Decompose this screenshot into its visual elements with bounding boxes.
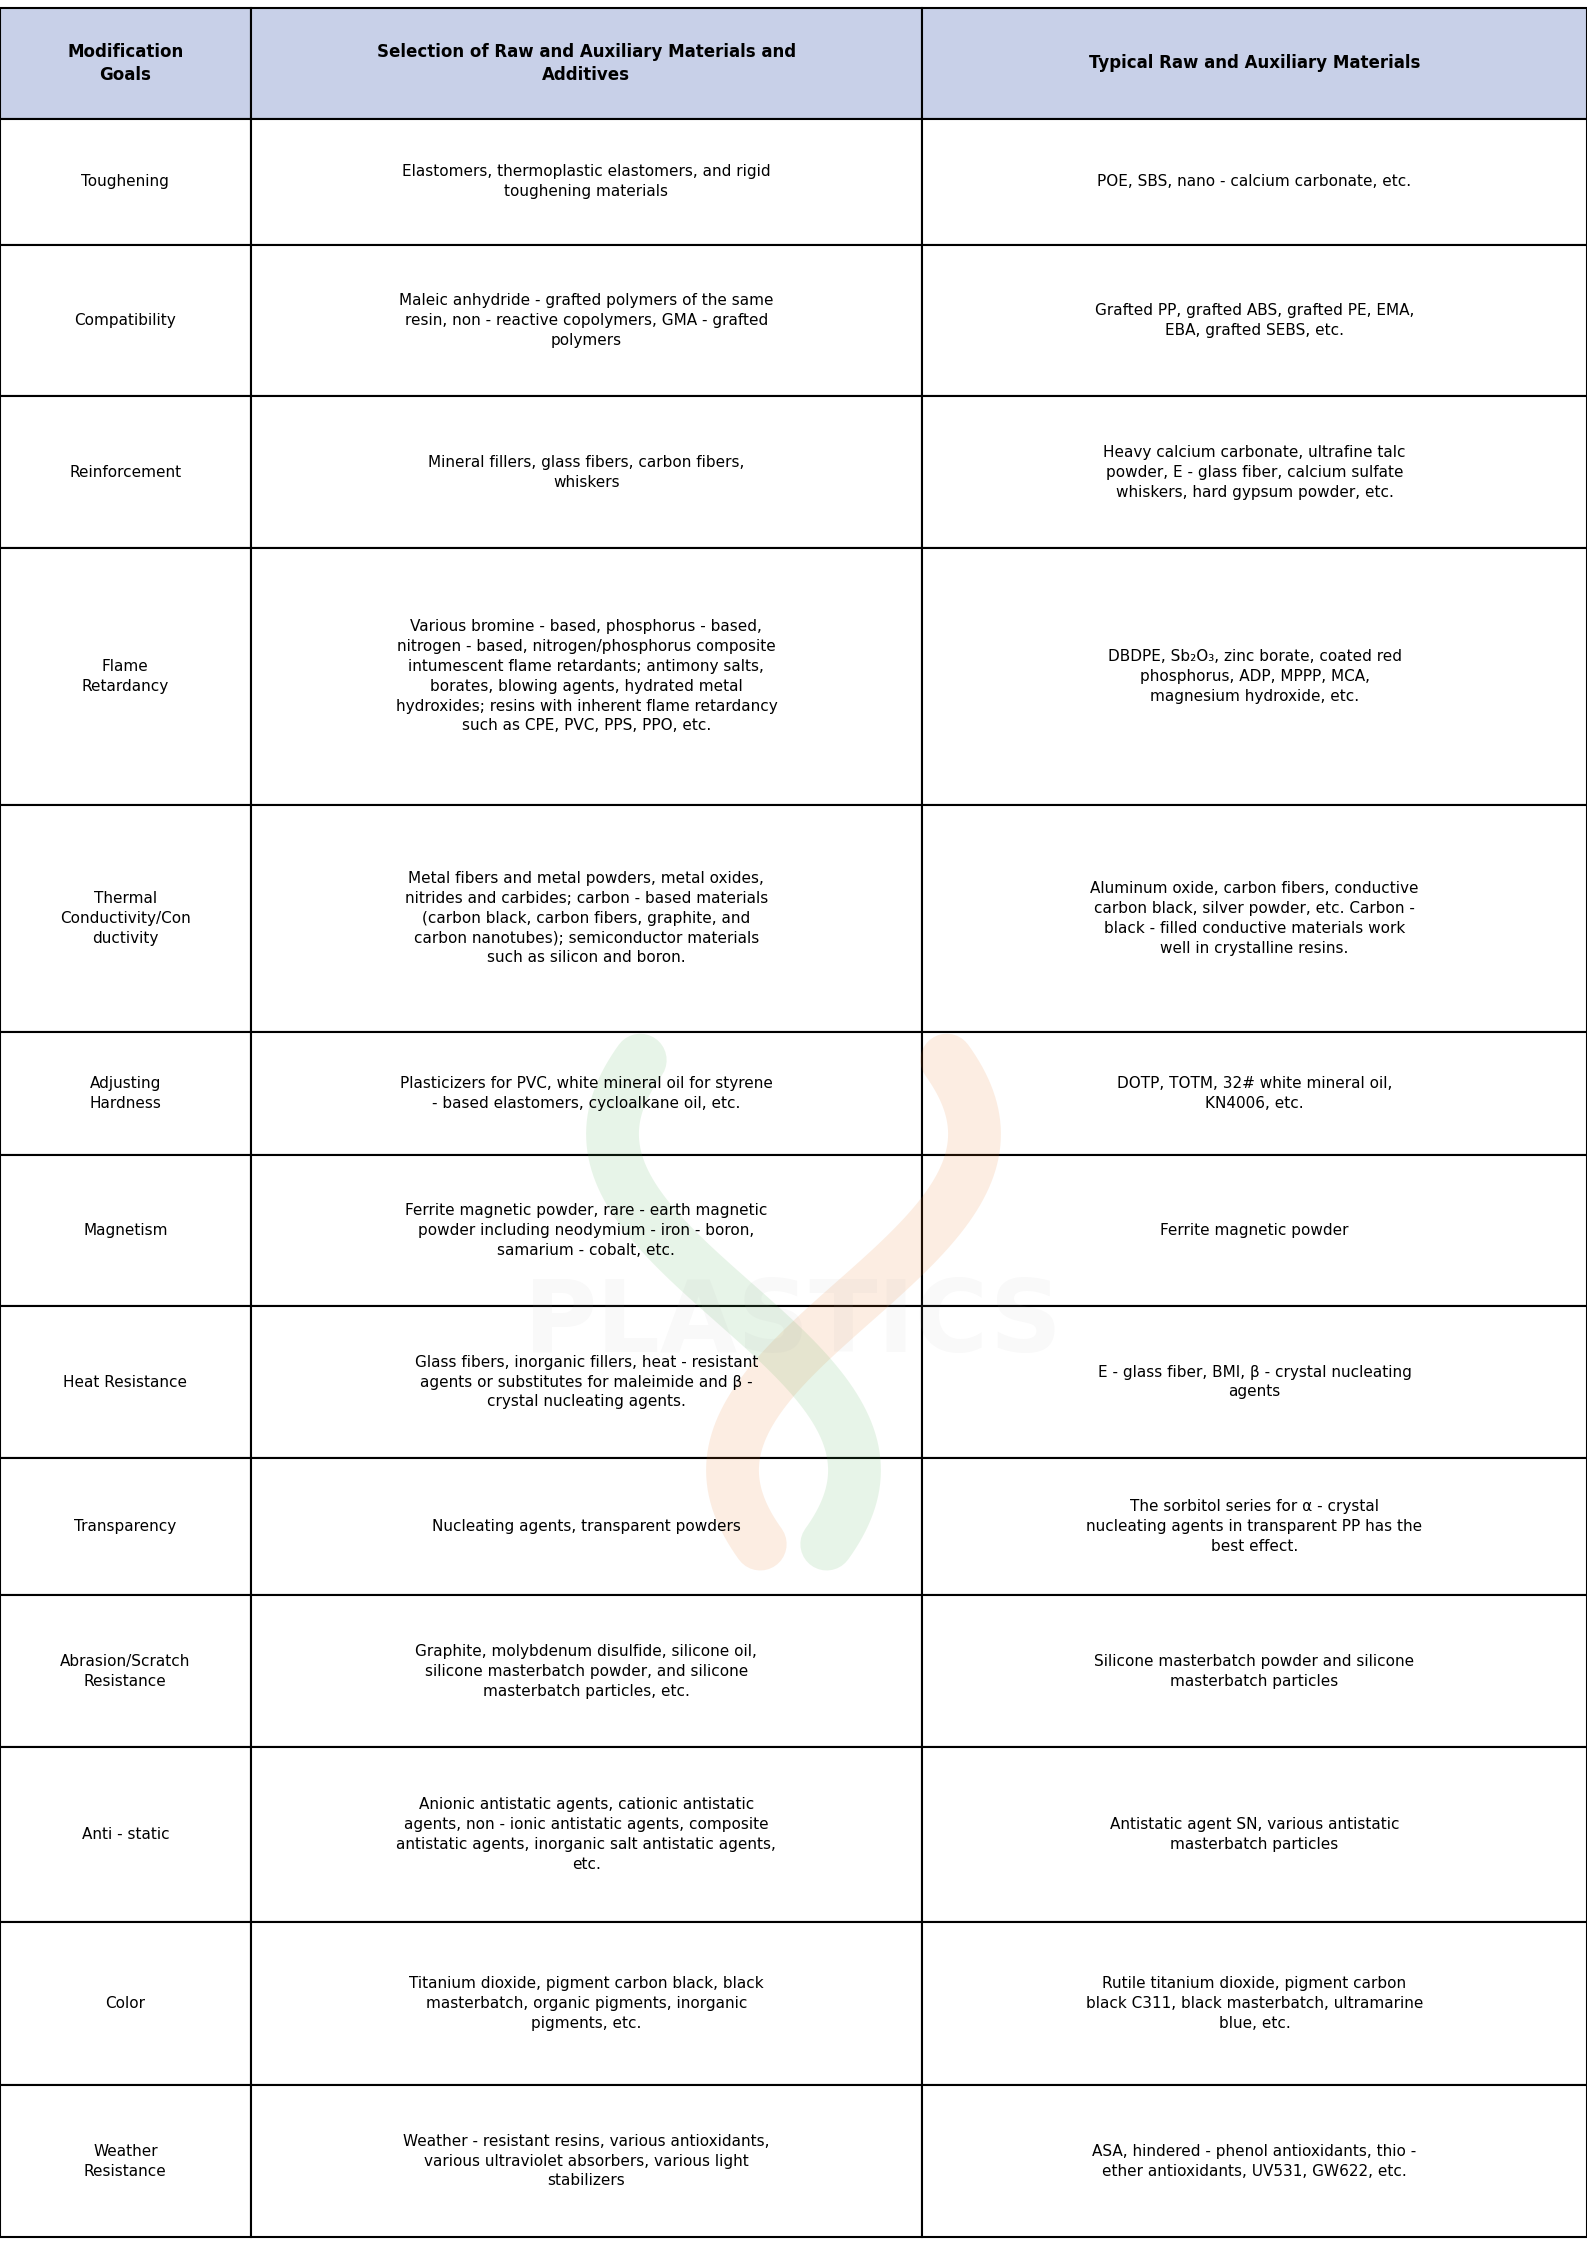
Bar: [251, 1747, 922, 1922]
Bar: [251, 9, 922, 119]
Text: Aluminum oxide, carbon fibers, conductive
carbon black, silver powder, etc. Carb: Aluminum oxide, carbon fibers, conductiv…: [1090, 882, 1419, 956]
Text: Graphite, molybdenum disulfide, silicone oil,
silicone masterbatch powder, and s: Graphite, molybdenum disulfide, silicone…: [416, 1643, 757, 1699]
Text: DBDPE, Sb₂O₃, zinc borate, coated red
phosphorus, ADP, MPPP, MCA,
magnesium hydr: DBDPE, Sb₂O₃, zinc borate, coated red ph…: [1108, 649, 1401, 703]
Bar: [251, 1922, 922, 2086]
Bar: [0, 245, 251, 397]
Text: Plasticizers for PVC, white mineral oil for styrene
- based elastomers, cycloalk: Plasticizers for PVC, white mineral oil …: [400, 1075, 773, 1111]
Text: Weather - resistant resins, various antioxidants,
various ultraviolet absorbers,: Weather - resistant resins, various anti…: [403, 2135, 770, 2189]
Text: Elastomers, thermoplastic elastomers, and rigid
toughening materials: Elastomers, thermoplastic elastomers, an…: [402, 164, 771, 200]
Bar: [251, 1033, 922, 1154]
Text: Modification
Goals: Modification Goals: [67, 43, 184, 85]
Bar: [922, 2086, 1587, 2236]
Text: Reinforcement: Reinforcement: [70, 465, 181, 480]
Text: Compatibility: Compatibility: [75, 312, 176, 328]
Bar: [251, 245, 922, 397]
Text: Mineral fillers, glass fibers, carbon fibers,
whiskers: Mineral fillers, glass fibers, carbon fi…: [428, 456, 744, 489]
Text: POE, SBS, nano - calcium carbonate, etc.: POE, SBS, nano - calcium carbonate, etc.: [1098, 175, 1411, 189]
Bar: [0, 1154, 251, 1307]
Bar: [0, 1922, 251, 2086]
Bar: [0, 548, 251, 804]
Text: Weather
Resistance: Weather Resistance: [84, 2144, 167, 2178]
Text: E - glass fiber, BMI, β - crystal nucleating
agents: E - glass fiber, BMI, β - crystal nuclea…: [1098, 1365, 1411, 1399]
Bar: [922, 119, 1587, 245]
Bar: [0, 2086, 251, 2236]
Text: DOTP, TOTM, 32# white mineral oil,
KN4006, etc.: DOTP, TOTM, 32# white mineral oil, KN400…: [1117, 1075, 1392, 1111]
Text: Selection of Raw and Auxiliary Materials and
Additives: Selection of Raw and Auxiliary Materials…: [376, 43, 797, 85]
Text: Anionic antistatic agents, cationic antistatic
agents, non - ionic antistatic ag: Anionic antistatic agents, cationic anti…: [397, 1798, 776, 1872]
Text: Ferrite magnetic powder, rare - earth magnetic
powder including neodymium - iron: Ferrite magnetic powder, rare - earth ma…: [405, 1203, 768, 1257]
Text: Anti - static: Anti - static: [81, 1827, 170, 1843]
Text: Titanium dioxide, pigment carbon black, black
masterbatch, organic pigments, ino: Titanium dioxide, pigment carbon black, …: [409, 1976, 763, 2032]
Bar: [251, 1154, 922, 1307]
Text: Typical Raw and Auxiliary Materials: Typical Raw and Auxiliary Materials: [1089, 54, 1420, 72]
Text: Heavy calcium carbonate, ultrafine talc
powder, E - glass fiber, calcium sulfate: Heavy calcium carbonate, ultrafine talc …: [1103, 445, 1406, 501]
Bar: [251, 1457, 922, 1596]
Bar: [922, 548, 1587, 804]
Bar: [922, 1033, 1587, 1154]
Bar: [251, 804, 922, 1033]
Bar: [0, 9, 251, 119]
Bar: [922, 1457, 1587, 1596]
Bar: [0, 1747, 251, 1922]
Bar: [0, 397, 251, 548]
Bar: [922, 1307, 1587, 1457]
Text: Abrasion/Scratch
Resistance: Abrasion/Scratch Resistance: [60, 1655, 190, 1688]
Text: The sorbitol series for α - crystal
nucleating agents in transparent PP has the
: The sorbitol series for α - crystal nucl…: [1087, 1500, 1422, 1554]
Text: Metal fibers and metal powders, metal oxides,
nitrides and carbides; carbon - ba: Metal fibers and metal powders, metal ox…: [405, 871, 768, 965]
Text: ASA, hindered - phenol antioxidants, thio -
ether antioxidants, UV531, GW622, et: ASA, hindered - phenol antioxidants, thi…: [1092, 2144, 1417, 2178]
Text: Toughening: Toughening: [81, 175, 170, 189]
Text: Flame
Retardancy: Flame Retardancy: [83, 660, 168, 694]
Text: Antistatic agent SN, various antistatic
masterbatch particles: Antistatic agent SN, various antistatic …: [1109, 1816, 1400, 1852]
Bar: [922, 804, 1587, 1033]
Bar: [251, 1596, 922, 1747]
Bar: [922, 1154, 1587, 1307]
Bar: [0, 1457, 251, 1596]
Bar: [251, 1307, 922, 1457]
Bar: [251, 119, 922, 245]
Text: Silicone masterbatch powder and silicone
masterbatch particles: Silicone masterbatch powder and silicone…: [1095, 1655, 1414, 1688]
Bar: [0, 1033, 251, 1154]
Text: Ferrite magnetic powder: Ferrite magnetic powder: [1160, 1224, 1349, 1237]
Text: Heat Resistance: Heat Resistance: [63, 1374, 187, 1390]
Bar: [922, 9, 1587, 119]
Text: Color: Color: [105, 1996, 146, 2012]
Bar: [251, 548, 922, 804]
Bar: [922, 1747, 1587, 1922]
Bar: [251, 2086, 922, 2236]
Text: Grafted PP, grafted ABS, grafted PE, EMA,
EBA, grafted SEBS, etc.: Grafted PP, grafted ABS, grafted PE, EMA…: [1095, 303, 1414, 339]
Text: Various bromine - based, phosphorus - based,
nitrogen - based, nitrogen/phosphor: Various bromine - based, phosphorus - ba…: [395, 620, 778, 734]
Bar: [0, 1307, 251, 1457]
Text: PLASTICS: PLASTICS: [524, 1275, 1063, 1372]
Bar: [0, 1596, 251, 1747]
Bar: [922, 1922, 1587, 2086]
Bar: [922, 397, 1587, 548]
Text: Rutile titanium dioxide, pigment carbon
black C311, black masterbatch, ultramari: Rutile titanium dioxide, pigment carbon …: [1086, 1976, 1424, 2032]
Bar: [0, 119, 251, 245]
Text: Magnetism: Magnetism: [83, 1224, 168, 1237]
Text: Glass fibers, inorganic fillers, heat - resistant
agents or substitutes for male: Glass fibers, inorganic fillers, heat - …: [414, 1354, 759, 1410]
Text: Maleic anhydride - grafted polymers of the same
resin, non - reactive copolymers: Maleic anhydride - grafted polymers of t…: [400, 294, 773, 348]
Text: Nucleating agents, transparent powders: Nucleating agents, transparent powders: [432, 1520, 741, 1533]
Bar: [251, 397, 922, 548]
Bar: [922, 245, 1587, 397]
Text: Thermal
Conductivity/Con
ductivity: Thermal Conductivity/Con ductivity: [60, 891, 190, 945]
Text: Transparency: Transparency: [75, 1520, 176, 1533]
Bar: [922, 1596, 1587, 1747]
Text: Adjusting
Hardness: Adjusting Hardness: [89, 1075, 162, 1111]
Bar: [0, 804, 251, 1033]
